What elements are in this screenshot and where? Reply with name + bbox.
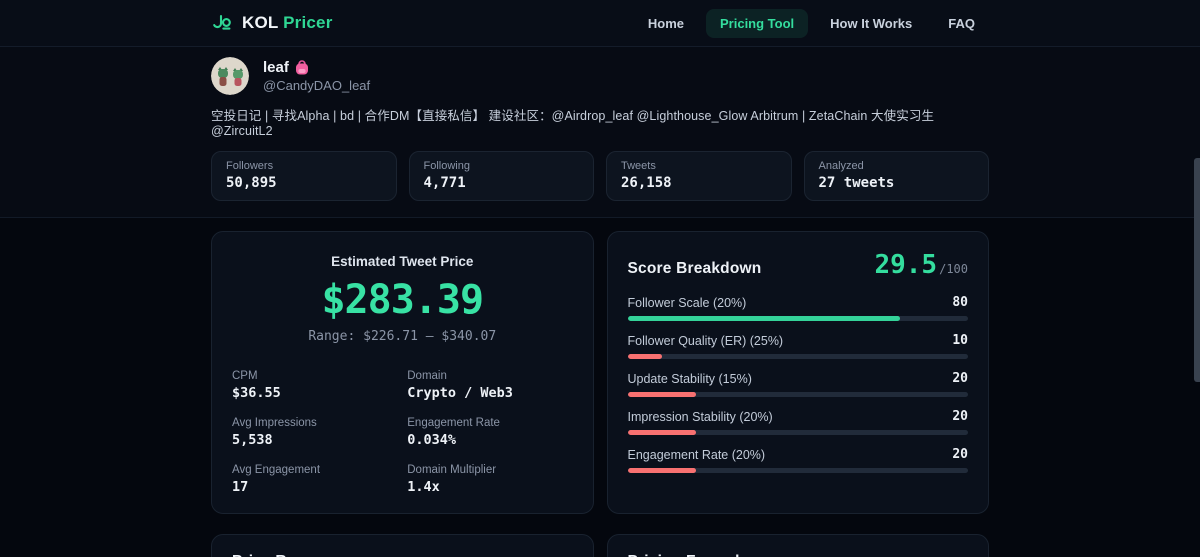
profile-handle: @CandyDAO_leaf bbox=[263, 78, 371, 93]
overall-score: 29.5/100 bbox=[874, 250, 968, 280]
estimated-price-card: Estimated Tweet Price $283.39 Range: $22… bbox=[211, 231, 594, 514]
score-row-label: Engagement Rate (20%) bbox=[627, 447, 766, 462]
stat-following: Following 4,771 bbox=[408, 151, 594, 201]
detail-cpm: CPM $36.55 bbox=[232, 370, 397, 401]
score-row-follower-quality: Follower Quality (ER) (25%) 10 bbox=[627, 333, 968, 359]
detail-avg-engagement: Avg Engagement 17 bbox=[232, 464, 397, 495]
stat-tweets: Tweets 26,158 bbox=[606, 151, 792, 201]
profile-bio: 空投日记 | 寻找Alpha | bd | 合作DM【直接私信】 建设社区：@A… bbox=[211, 109, 935, 138]
stat-label: Followers bbox=[226, 160, 274, 172]
score-row-label: Impression Stability (20%) bbox=[627, 409, 773, 424]
score-bar-fill bbox=[627, 316, 900, 321]
score-row-value: 20 bbox=[952, 447, 968, 462]
avatar bbox=[211, 57, 249, 95]
score-bar-fill bbox=[627, 468, 696, 473]
stat-value: 26,158 bbox=[621, 175, 672, 191]
detail-label: Engagement Rate bbox=[407, 417, 500, 429]
detail-value: 5,538 bbox=[232, 432, 273, 448]
nav-item-how-it-works[interactable]: How It Works bbox=[830, 15, 913, 31]
formula-card-title: Pricing Formula bbox=[628, 553, 969, 557]
price-range-card: Price Range $226.71 $340.07 Recommended:… bbox=[211, 534, 594, 557]
pink-bag-emoji bbox=[295, 60, 309, 75]
nav-item-faq[interactable]: FAQ bbox=[948, 15, 975, 31]
score-row-update-stability: Update Stability (15%) 20 bbox=[627, 371, 968, 397]
score-bar-track bbox=[627, 468, 968, 473]
score-bar-fill bbox=[627, 430, 696, 435]
detail-value: 0.034% bbox=[407, 432, 457, 448]
score-row-value: 80 bbox=[952, 295, 968, 310]
score-row-label: Update Stability (15%) bbox=[627, 371, 752, 386]
score-row-label: Follower Scale (20%) bbox=[627, 295, 747, 310]
score-row-impression-stability: Impression Stability (20%) 20 bbox=[627, 409, 968, 435]
detail-label: Domain bbox=[407, 370, 447, 382]
main: Estimated Tweet Price $283.39 Range: $22… bbox=[0, 218, 1200, 557]
score-bar-track bbox=[627, 392, 968, 397]
logo-icon bbox=[211, 12, 233, 34]
brand-name: KOL Pricer bbox=[242, 13, 333, 32]
stat-label: Following bbox=[423, 160, 470, 172]
detail-value: Crypto / Web3 bbox=[407, 385, 513, 401]
score-bar-fill bbox=[627, 392, 696, 397]
price-card-title: Estimated Tweet Price bbox=[331, 254, 474, 269]
stat-label: Tweets bbox=[621, 160, 656, 172]
score-breakdown-card: Score Breakdown 29.5/100 Follower Scale … bbox=[606, 231, 989, 514]
pricing-formula-card: Pricing Formula Overall Score 29.5 CPM =… bbox=[606, 534, 989, 557]
score-row-follower-scale: Follower Scale (20%) 80 bbox=[627, 295, 968, 321]
navbar: KOL Pricer Home Pricing Tool How It Work… bbox=[0, 0, 1200, 47]
detail-value: $36.55 bbox=[232, 385, 281, 401]
score-row-value: 20 bbox=[952, 409, 968, 424]
detail-domain: Domain Crypto / Web3 bbox=[407, 370, 572, 401]
detail-label: Avg Engagement bbox=[232, 464, 321, 476]
estimated-price-value: $283.39 bbox=[321, 277, 484, 323]
stats-row: Followers 50,895 Following 4,771 Tweets … bbox=[211, 151, 989, 201]
price-range-text: Range: $226.71 — $340.07 bbox=[308, 329, 497, 344]
nav-links: Home Pricing Tool How It Works FAQ bbox=[634, 8, 989, 38]
detail-avg-impressions: Avg Impressions 5,538 bbox=[232, 417, 397, 448]
scrollbar-thumb[interactable] bbox=[1194, 158, 1200, 382]
price-details-grid: CPM $36.55 Domain Crypto / Web3 Avg Impr… bbox=[232, 370, 573, 495]
profile-name: leaf bbox=[263, 59, 370, 76]
stat-analyzed: Analyzed 27 tweets bbox=[803, 151, 989, 201]
stat-value: 27 tweets bbox=[818, 175, 895, 191]
stat-value: 50,895 bbox=[226, 175, 277, 191]
range-card-title: Price Range bbox=[232, 553, 573, 557]
score-bar-fill bbox=[627, 354, 662, 359]
stat-label: Analyzed bbox=[818, 160, 864, 172]
detail-value: 1.4x bbox=[407, 479, 440, 495]
stat-value: 4,771 bbox=[423, 175, 466, 191]
detail-label: Domain Multiplier bbox=[407, 464, 497, 476]
detail-value: 17 bbox=[232, 479, 249, 495]
nav-item-home[interactable]: Home bbox=[647, 15, 684, 31]
score-bar-track bbox=[627, 430, 968, 435]
score-row-value: 10 bbox=[952, 333, 968, 348]
score-bar-track bbox=[627, 316, 968, 321]
score-row-label: Follower Quality (ER) (25%) bbox=[627, 333, 784, 348]
score-bar-track bbox=[627, 354, 968, 359]
detail-engagement-rate: Engagement Rate 0.034% bbox=[407, 417, 572, 448]
stat-followers: Followers 50,895 bbox=[211, 151, 397, 201]
brand[interactable]: KOL Pricer bbox=[211, 12, 333, 34]
profile-id: leaf @CandyDAO_leaf bbox=[263, 59, 370, 93]
nav-item-pricing-tool[interactable]: Pricing Tool bbox=[706, 8, 809, 38]
score-card-title: Score Breakdown bbox=[627, 260, 762, 277]
score-row-engagement-rate: Engagement Rate (20%) 20 bbox=[627, 447, 968, 473]
detail-label: CPM bbox=[232, 370, 258, 382]
detail-label: Avg Impressions bbox=[232, 417, 317, 429]
score-row-value: 20 bbox=[952, 371, 968, 386]
detail-domain-multiplier: Domain Multiplier 1.4x bbox=[407, 464, 572, 495]
profile-section: leaf @CandyDAO_leaf 空投日记 | 寻找Alpha | bd … bbox=[0, 47, 1200, 218]
